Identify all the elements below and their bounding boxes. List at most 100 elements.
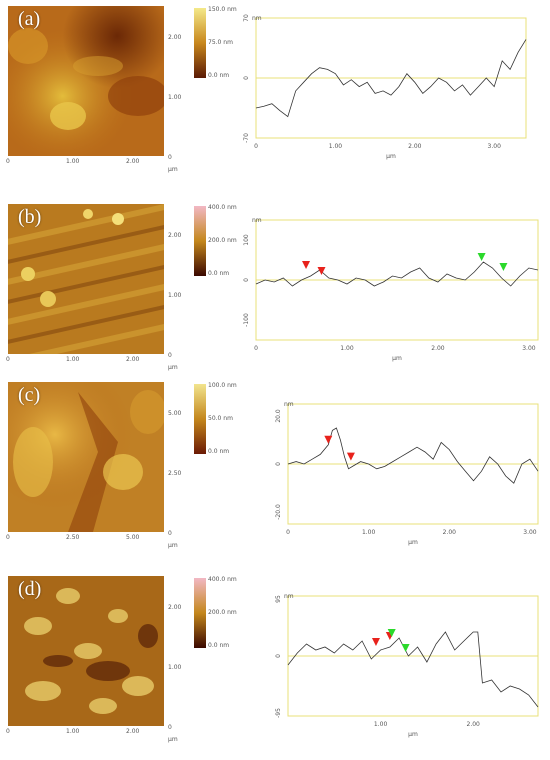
image-x-tick: 1.00 xyxy=(66,356,80,363)
color-scale-bar xyxy=(194,384,206,454)
panel-label: (d) xyxy=(18,578,42,600)
y-axis-label: nm xyxy=(252,217,262,224)
image-x-tick: 2.00 xyxy=(126,158,140,165)
afm-image: (d) xyxy=(8,576,164,726)
y-axis-label: nm xyxy=(284,401,294,408)
cursor-marker xyxy=(371,638,380,646)
y-tick-label: 70 xyxy=(243,14,250,22)
panel-label: (b) xyxy=(18,206,42,228)
image-y-tick: 0 xyxy=(168,530,172,537)
y-tick-label: 20.0 xyxy=(275,409,282,423)
x-axis-label: µm xyxy=(392,355,402,362)
color-scale-tick: 200.0 nm xyxy=(208,609,237,616)
image-x-tick: 2.00 xyxy=(126,728,140,735)
image-x-tick: 0 xyxy=(6,158,10,165)
height-profile-chart: 95 0 -95 1.00 2.00 nm µm xyxy=(275,593,539,738)
color-scale-tick: 0.0 nm xyxy=(208,72,230,79)
color-scale-tick: 0.0 nm xyxy=(208,448,230,455)
x-tick-label: 0 xyxy=(254,143,258,150)
y-tick-label: -100 xyxy=(243,313,250,327)
image-x-tick: 0 xyxy=(6,728,10,735)
profile-line xyxy=(287,631,539,708)
y-axis-label: nm xyxy=(284,593,294,600)
afm-image: (a) xyxy=(8,6,164,156)
image-y-tick: 2.00 xyxy=(168,34,182,41)
image-x-tick: 0 xyxy=(6,534,10,541)
profile-line xyxy=(255,261,539,287)
color-scale-bar xyxy=(194,8,206,78)
x-tick-label: 0 xyxy=(254,345,258,352)
y-tick-label: 0 xyxy=(243,278,250,282)
x-tick-label: 1.00 xyxy=(362,529,376,536)
y-tick-label: 0 xyxy=(275,462,282,466)
image-y-tick: 0 xyxy=(168,724,172,731)
cursor-marker xyxy=(477,253,486,261)
image-x-tick: 0 xyxy=(6,356,10,363)
cursor-marker xyxy=(324,435,333,444)
x-tick-label: 2.00 xyxy=(443,529,457,536)
height-profile-chart: 20.0 0 -20.0 0 1.00 2.00 3.00 nm µm xyxy=(275,401,539,546)
color-scale-tick: 400.0 nm xyxy=(208,576,237,583)
image-y-tick: 0 xyxy=(168,352,172,359)
color-scale-tick: 75.0 nm xyxy=(208,39,233,46)
afm-image: (c) xyxy=(8,382,164,532)
cursor-marker xyxy=(346,452,355,461)
x-tick-label: 3.00 xyxy=(523,529,537,536)
panel-a: (a) 0 1.00 2.00 µm 2.00 1.00 0 150.0 nm 75.0 nm 0… xyxy=(0,6,550,176)
panel-label: (a) xyxy=(18,8,41,30)
x-axis-label: µm xyxy=(386,153,396,160)
cursor-marker xyxy=(401,644,410,652)
color-scale-tick: 200.0 nm xyxy=(208,237,237,244)
x-tick-label: 1.00 xyxy=(340,345,354,352)
color-scale-tick: 0.0 nm xyxy=(208,270,230,277)
x-tick-label: 1.00 xyxy=(329,143,343,150)
panel-b: (b) 0 1.00 2.00 µm 2.00 1.00 0 400.0 nm 200.0 nm… xyxy=(0,204,550,374)
cursor-marker xyxy=(302,261,311,269)
x-tick-label: 1.00 xyxy=(374,721,388,728)
y-tick-label: -70 xyxy=(243,133,250,143)
image-x-unit: µm xyxy=(168,736,178,743)
y-tick-label: 0 xyxy=(275,654,282,658)
cursor-marker xyxy=(317,267,326,275)
x-tick-label: 2.00 xyxy=(431,345,445,352)
image-y-tick: 1.00 xyxy=(168,664,182,671)
y-tick-label: -20.0 xyxy=(275,504,282,520)
color-scale-bar xyxy=(194,206,206,276)
x-axis-label: µm xyxy=(408,539,418,546)
height-profile-chart: 70 0 -70 0 1.00 2.00 3.00 nm µm xyxy=(243,14,527,160)
image-y-tick: 0 xyxy=(168,154,172,161)
color-scale-tick: 50.0 nm xyxy=(208,415,233,422)
x-tick-label: 2.00 xyxy=(408,143,422,150)
image-y-tick: 5.00 xyxy=(168,410,182,417)
color-scale-tick: 400.0 nm xyxy=(208,204,237,211)
height-profile-chart: 100 0 -100 0 1.00 2.00 3.00 nm µm xyxy=(243,217,539,362)
cursor-marker xyxy=(387,629,396,637)
x-tick-label: 0 xyxy=(286,529,290,536)
profile-line xyxy=(287,427,539,484)
image-y-tick: 1.00 xyxy=(168,292,182,299)
panel-c: (c) 0 2.50 5.00 µm 5.00 2.50 0 100.0 nm 50.0 nm 0… xyxy=(0,382,550,552)
cursor-marker xyxy=(499,263,508,271)
y-tick-label: 95 xyxy=(275,595,282,603)
color-scale-tick: 100.0 nm xyxy=(208,382,237,389)
y-tick-label: 0 xyxy=(243,76,250,80)
afm-image: (b) xyxy=(8,204,164,354)
panel-label: (c) xyxy=(18,384,41,406)
image-x-tick: 5.00 xyxy=(126,534,140,541)
image-y-tick: 2.00 xyxy=(168,232,182,239)
color-scale-tick: 0.0 nm xyxy=(208,642,230,649)
x-tick-label: 3.00 xyxy=(488,143,502,150)
x-tick-label: 3.00 xyxy=(522,345,536,352)
x-tick-label: 2.00 xyxy=(467,721,481,728)
image-x-unit: µm xyxy=(168,364,178,371)
color-scale-bar xyxy=(194,578,206,648)
y-tick-label: -95 xyxy=(275,708,282,718)
image-y-tick: 2.50 xyxy=(168,470,182,477)
profile-line xyxy=(255,39,527,118)
image-y-tick: 1.00 xyxy=(168,94,182,101)
image-x-tick: 2.00 xyxy=(126,356,140,363)
image-x-tick: 2.50 xyxy=(66,534,80,541)
panel-d: (d) 0 1.00 2.00 µm 2.00 1.00 0 400.0 nm 200.0 nm… xyxy=(0,576,550,746)
image-x-unit: µm xyxy=(168,166,178,173)
image-y-tick: 2.00 xyxy=(168,604,182,611)
